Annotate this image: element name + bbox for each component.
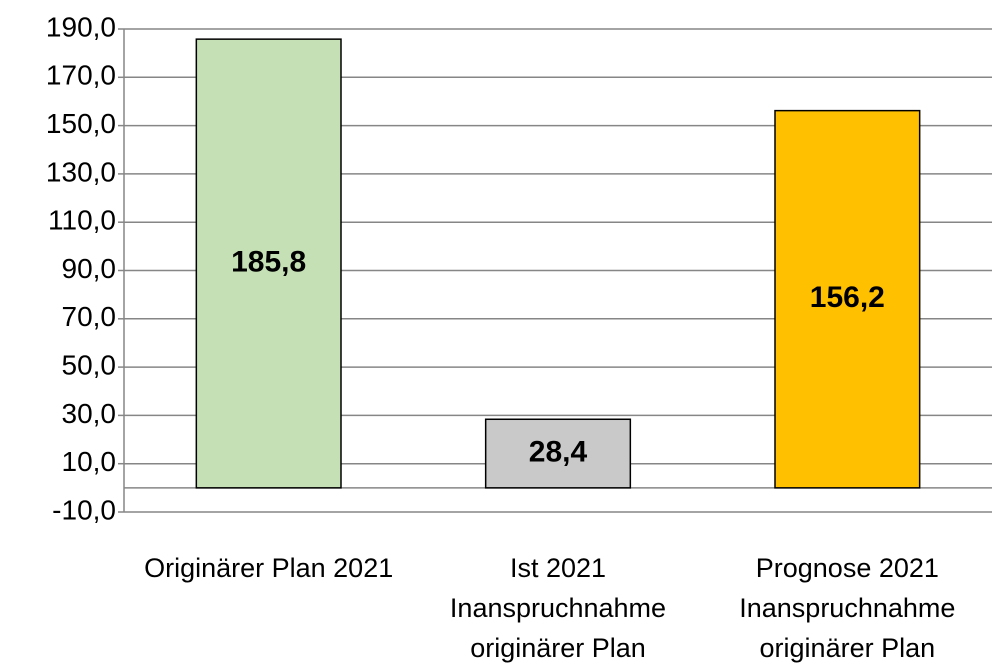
y-tick-label: 70,0 xyxy=(62,301,117,332)
y-tick-label: 110,0 xyxy=(48,205,116,236)
bar xyxy=(195,38,342,489)
bar xyxy=(774,109,921,489)
y-tick-label: 30,0 xyxy=(62,398,117,429)
y-tick-label: 50,0 xyxy=(62,349,117,380)
y-tick-label: 150,0 xyxy=(46,108,116,139)
y-tick-label: -10,0 xyxy=(52,494,116,525)
bar xyxy=(484,418,632,489)
y-tick-label: 170,0 xyxy=(46,60,116,91)
value-label: 185,8 xyxy=(231,245,306,278)
x-tick-label: Originärer Plan 2021 xyxy=(144,553,394,583)
value-label: 28,4 xyxy=(529,435,588,468)
y-tick-label: 90,0 xyxy=(62,253,117,284)
value-label: 156,2 xyxy=(810,281,885,314)
x-tick-label: Prognose 2021 Inanspruchnahme originärer… xyxy=(739,553,956,663)
x-tick-label: Ist 2021 Inanspruchnahme originärer Plan xyxy=(449,553,667,663)
y-tick-label: 130,0 xyxy=(46,156,116,187)
y-tick-label: 190,0 xyxy=(46,11,116,42)
y-tick-label: 10,0 xyxy=(62,446,117,477)
